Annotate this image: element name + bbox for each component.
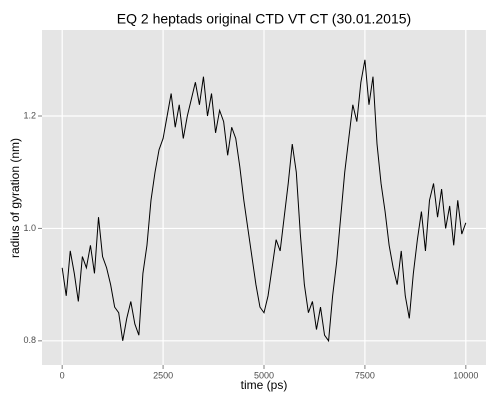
y-tick-label: 0.8 xyxy=(23,335,36,345)
x-tick-label: 7500 xyxy=(355,370,375,380)
y-tick-label: 1.0 xyxy=(23,223,36,233)
x-axis-title: time (ps) xyxy=(241,378,288,392)
line xyxy=(61,59,467,343)
x-tick-label: 10000 xyxy=(453,370,478,380)
x-tick-label: 2500 xyxy=(153,370,173,380)
y-tick-label: 1.2 xyxy=(23,110,36,120)
x-tick-label: 5000 xyxy=(254,370,274,380)
y-axis-title: radius of gyration (nm) xyxy=(8,138,22,258)
x-tick-label: 0 xyxy=(60,370,65,380)
chart-title: EQ 2 heptads original CTD VT CT (30.01.2… xyxy=(117,11,411,27)
